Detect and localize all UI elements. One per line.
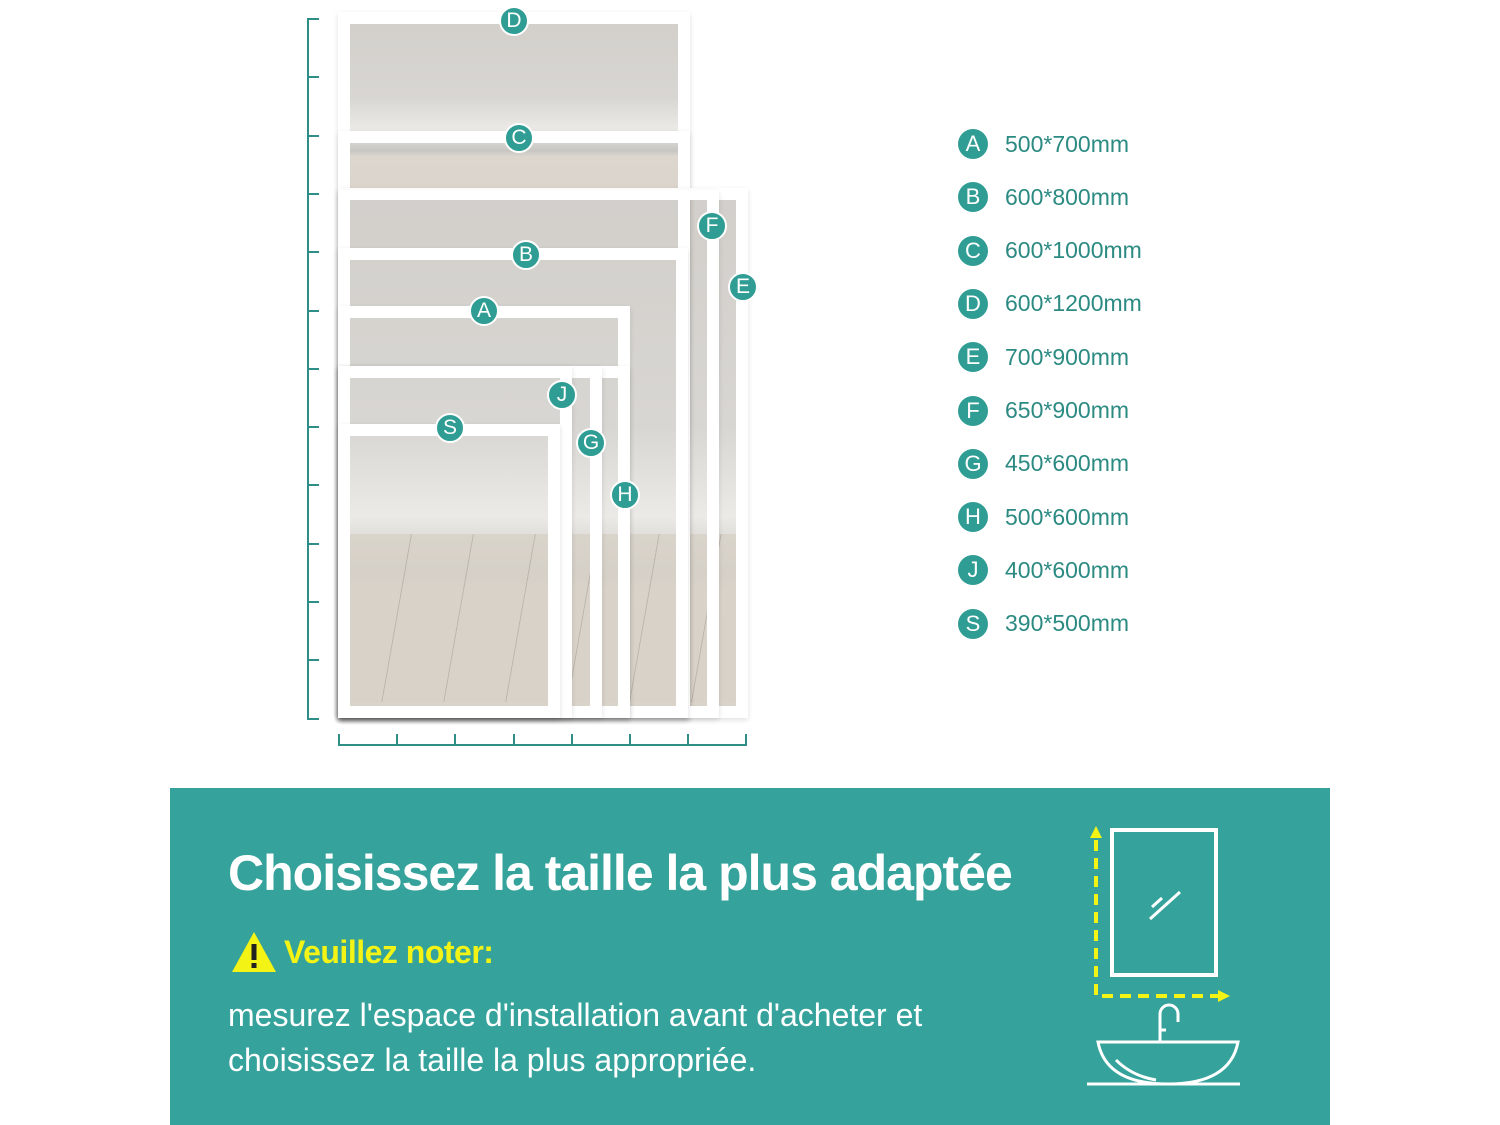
label-f: F	[697, 211, 727, 241]
legend-item: H 500*600mm	[958, 502, 1130, 533]
legend-letter-badge: C	[958, 235, 988, 266]
mirror-glass-top	[338, 12, 690, 202]
ruler-tick	[745, 734, 748, 745]
legend-size: 650*900mm	[1005, 397, 1130, 423]
ruler-tick	[307, 426, 319, 429]
legend-item: F 650*900mm	[958, 395, 1130, 426]
note-description: mesurez l'espace d'installation avant d'…	[228, 997, 923, 1078]
legend-size: 700*900mm	[1005, 343, 1130, 370]
legend-item: E 700*900mm	[958, 342, 1130, 373]
legend-size: 400*600mm	[1005, 556, 1130, 583]
label-a: A	[469, 296, 499, 326]
warning-triangle-icon	[232, 932, 276, 972]
horizontal-ruler	[338, 744, 747, 746]
legend-item: D 600*1200mm	[958, 288, 1142, 319]
ruler-tick	[307, 717, 319, 720]
legend-letter-badge: S	[958, 608, 988, 639]
ruler-tick	[307, 484, 319, 487]
ruler-tick	[454, 734, 457, 745]
ruler-tick	[307, 367, 319, 370]
ruler-tick	[512, 734, 515, 745]
legend-letter-badge: A	[958, 129, 988, 159]
legend-size: 390*500mm	[1005, 610, 1130, 637]
label-s: S	[435, 413, 465, 443]
label-b: B	[511, 240, 541, 270]
ruler-tick	[307, 251, 319, 254]
note-heading: Veuillez noter:	[230, 930, 494, 974]
label-j: J	[547, 380, 577, 410]
legend-item: B 600*800mm	[958, 182, 1130, 213]
legend-letter-badge: H	[958, 502, 988, 533]
ruler-tick	[307, 192, 319, 195]
ruler-tick	[307, 18, 319, 20]
legend-item: J 400*600mm	[958, 555, 1130, 586]
ruler-tick	[307, 659, 319, 662]
legend-size: 600*1000mm	[1005, 237, 1142, 264]
legend-item: G 450*600mm	[958, 448, 1130, 479]
legend-size: 500*600mm	[1005, 503, 1130, 530]
ruler-tick	[687, 734, 690, 745]
legend-size: 600*800mm	[1005, 183, 1130, 210]
label-e: E	[728, 272, 758, 302]
floor-reflection	[350, 534, 736, 702]
ruler-tick	[307, 601, 319, 603]
legend-letter-badge: B	[958, 182, 988, 213]
legend-letter-badge: F	[958, 395, 988, 426]
frame-f	[338, 190, 719, 718]
label-c: C	[504, 123, 534, 153]
mirror-size-comparison	[338, 12, 750, 718]
legend-size: 600*1200mm	[1005, 290, 1142, 317]
legend-letter-badge: D	[958, 288, 988, 319]
banner-title: Choisissez la taille la plus adaptée	[228, 845, 1013, 901]
legend-size: 450*600mm	[1005, 450, 1130, 477]
ruler-tick	[307, 542, 319, 545]
ruler-tick	[307, 76, 319, 79]
note-label: Veuillez noter:	[284, 933, 494, 970]
ruler-tick	[570, 734, 573, 745]
label-g: G	[576, 428, 606, 458]
ruler-tick	[396, 734, 399, 745]
legend-item: A 500*700mm	[958, 129, 1129, 159]
ruler-tick	[629, 734, 631, 745]
legend-size: 500*700mm	[1005, 130, 1130, 157]
info-banner: Choisissez la taille la plus adaptée Veu…	[170, 788, 1330, 1125]
legend-letter-badge: E	[958, 342, 988, 373]
mirror-above-sink-measure-icon	[1087, 826, 1240, 1086]
legend-item: S 390*500mm	[958, 608, 1130, 639]
legend-item: C 600*1000mm	[958, 235, 1142, 266]
legend-letter-badge: G	[958, 448, 988, 479]
label-h: H	[610, 480, 640, 510]
legend-letter-badge: J	[958, 555, 988, 586]
frame-s	[338, 424, 560, 718]
ruler-tick	[307, 309, 319, 312]
ruler-tick	[338, 734, 340, 745]
label-d: D	[499, 6, 529, 36]
ruler-tick	[307, 134, 319, 137]
